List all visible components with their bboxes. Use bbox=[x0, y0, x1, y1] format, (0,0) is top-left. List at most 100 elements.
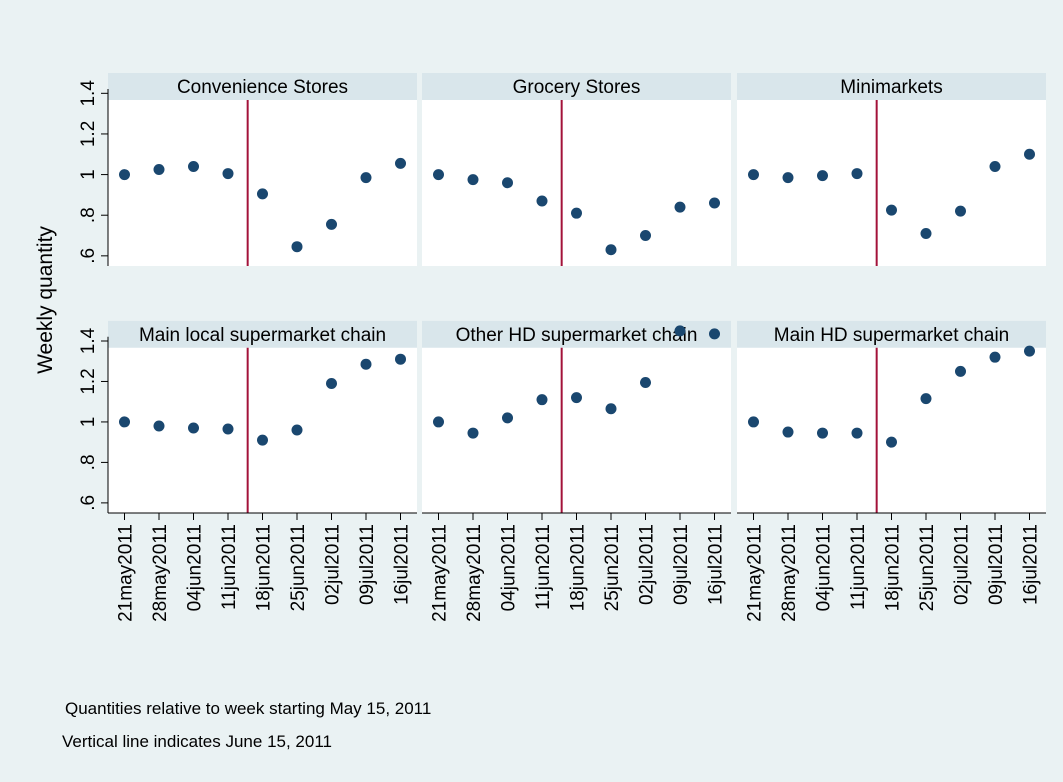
point bbox=[188, 160, 199, 172]
point bbox=[674, 325, 686, 337]
point bbox=[571, 392, 582, 404]
plot-area bbox=[737, 73, 1046, 266]
point bbox=[605, 244, 617, 256]
point bbox=[955, 365, 966, 377]
point bbox=[1024, 345, 1035, 357]
point bbox=[395, 353, 406, 365]
x-tick-label: 18jun2011 bbox=[254, 524, 275, 611]
point bbox=[257, 188, 268, 200]
x-tick-label: 02jul2011 bbox=[952, 524, 973, 605]
point bbox=[886, 204, 897, 216]
point bbox=[326, 377, 337, 389]
point bbox=[153, 420, 165, 432]
point bbox=[782, 426, 794, 438]
x-tick-label: 02jul2011 bbox=[323, 524, 344, 605]
plot-area bbox=[422, 320, 731, 513]
point bbox=[851, 427, 863, 439]
point bbox=[502, 177, 513, 189]
plot-area bbox=[737, 320, 1046, 513]
point bbox=[605, 403, 617, 415]
plot-area bbox=[422, 73, 731, 266]
point bbox=[709, 197, 720, 209]
point bbox=[851, 168, 863, 180]
point bbox=[571, 207, 582, 219]
x-tick-label: 18jun2011 bbox=[883, 524, 904, 611]
x-tick-label: 04jun2011 bbox=[814, 524, 835, 611]
x-tick-label: 09jul2011 bbox=[986, 524, 1007, 605]
panel-strip bbox=[737, 73, 1046, 100]
x-tick-label: 18jun2011 bbox=[568, 524, 589, 611]
x-tick-label: 11jun2011 bbox=[533, 524, 554, 610]
point bbox=[989, 160, 1001, 172]
y-tick-label: 1.4 bbox=[78, 80, 99, 107]
y-tick-label: .6 bbox=[78, 248, 99, 264]
y-tick-label: 1 bbox=[78, 417, 99, 428]
x-tick-label: 25jun2011 bbox=[602, 524, 623, 611]
point bbox=[782, 172, 794, 184]
x-tick-label: 28may2011 bbox=[779, 524, 800, 622]
panel-strip bbox=[422, 73, 731, 100]
point bbox=[326, 218, 337, 230]
point bbox=[640, 230, 651, 242]
panel-strip bbox=[108, 320, 417, 348]
x-tick-label: 25jun2011 bbox=[917, 524, 938, 611]
y-tick-label: 1.4 bbox=[78, 327, 99, 354]
point bbox=[1024, 148, 1035, 160]
point bbox=[153, 164, 165, 175]
point bbox=[955, 205, 966, 217]
point bbox=[536, 195, 548, 207]
panel-strip bbox=[737, 320, 1046, 348]
point bbox=[748, 169, 759, 181]
x-tick-label: 28may2011 bbox=[464, 524, 485, 622]
point bbox=[920, 227, 932, 239]
point bbox=[502, 412, 513, 424]
panel-title: Grocery Stores bbox=[513, 77, 641, 98]
x-tick-label: 21may2011 bbox=[430, 524, 451, 622]
point bbox=[467, 427, 479, 439]
x-tick-label: 09jul2011 bbox=[671, 524, 692, 605]
x-tick-label: 04jun2011 bbox=[185, 524, 206, 611]
point bbox=[433, 169, 444, 181]
x-tick-label: 21may2011 bbox=[745, 524, 766, 622]
y-tick-label: 1.2 bbox=[78, 368, 99, 394]
panel-title: Minimarkets bbox=[840, 77, 942, 98]
point bbox=[291, 241, 303, 253]
panel-title: Other HD supermarket chain bbox=[456, 325, 698, 346]
point bbox=[433, 416, 444, 428]
point bbox=[222, 423, 234, 435]
y-tick-label: 1 bbox=[78, 169, 99, 180]
y-tick-label: .8 bbox=[78, 454, 99, 470]
point bbox=[536, 394, 548, 406]
x-tick-label: 28may2011 bbox=[150, 524, 171, 622]
panel-title: Main HD supermarket chain bbox=[774, 325, 1009, 346]
point bbox=[395, 157, 406, 169]
x-tick-label: 09jul2011 bbox=[357, 524, 378, 605]
x-tick-label: 21may2011 bbox=[116, 524, 137, 622]
point bbox=[640, 376, 651, 388]
point bbox=[119, 169, 130, 181]
point bbox=[119, 416, 130, 428]
point bbox=[674, 201, 686, 213]
x-tick-label: 02jul2011 bbox=[637, 524, 658, 605]
panel-title: Convenience Stores bbox=[177, 77, 348, 98]
point bbox=[360, 358, 372, 370]
point bbox=[467, 174, 479, 186]
point bbox=[360, 172, 372, 184]
x-tick-label: 16jul2011 bbox=[392, 524, 413, 605]
point bbox=[886, 436, 897, 448]
y-axis-title: Weekly quantity bbox=[34, 226, 57, 374]
point bbox=[817, 170, 828, 182]
point bbox=[188, 422, 199, 434]
x-tick-label: 25jun2011 bbox=[288, 524, 309, 611]
point bbox=[920, 393, 932, 405]
y-tick-label: .8 bbox=[78, 207, 99, 223]
x-tick-label: 11jun2011 bbox=[219, 524, 240, 610]
panel-title: Main local supermarket chain bbox=[139, 325, 386, 346]
x-tick-label: 11jun2011 bbox=[848, 524, 869, 610]
point bbox=[709, 328, 720, 340]
point bbox=[748, 416, 759, 428]
point bbox=[291, 424, 303, 436]
note: Quantities relative to week starting May… bbox=[65, 699, 431, 718]
y-tick-label: .6 bbox=[78, 495, 99, 511]
